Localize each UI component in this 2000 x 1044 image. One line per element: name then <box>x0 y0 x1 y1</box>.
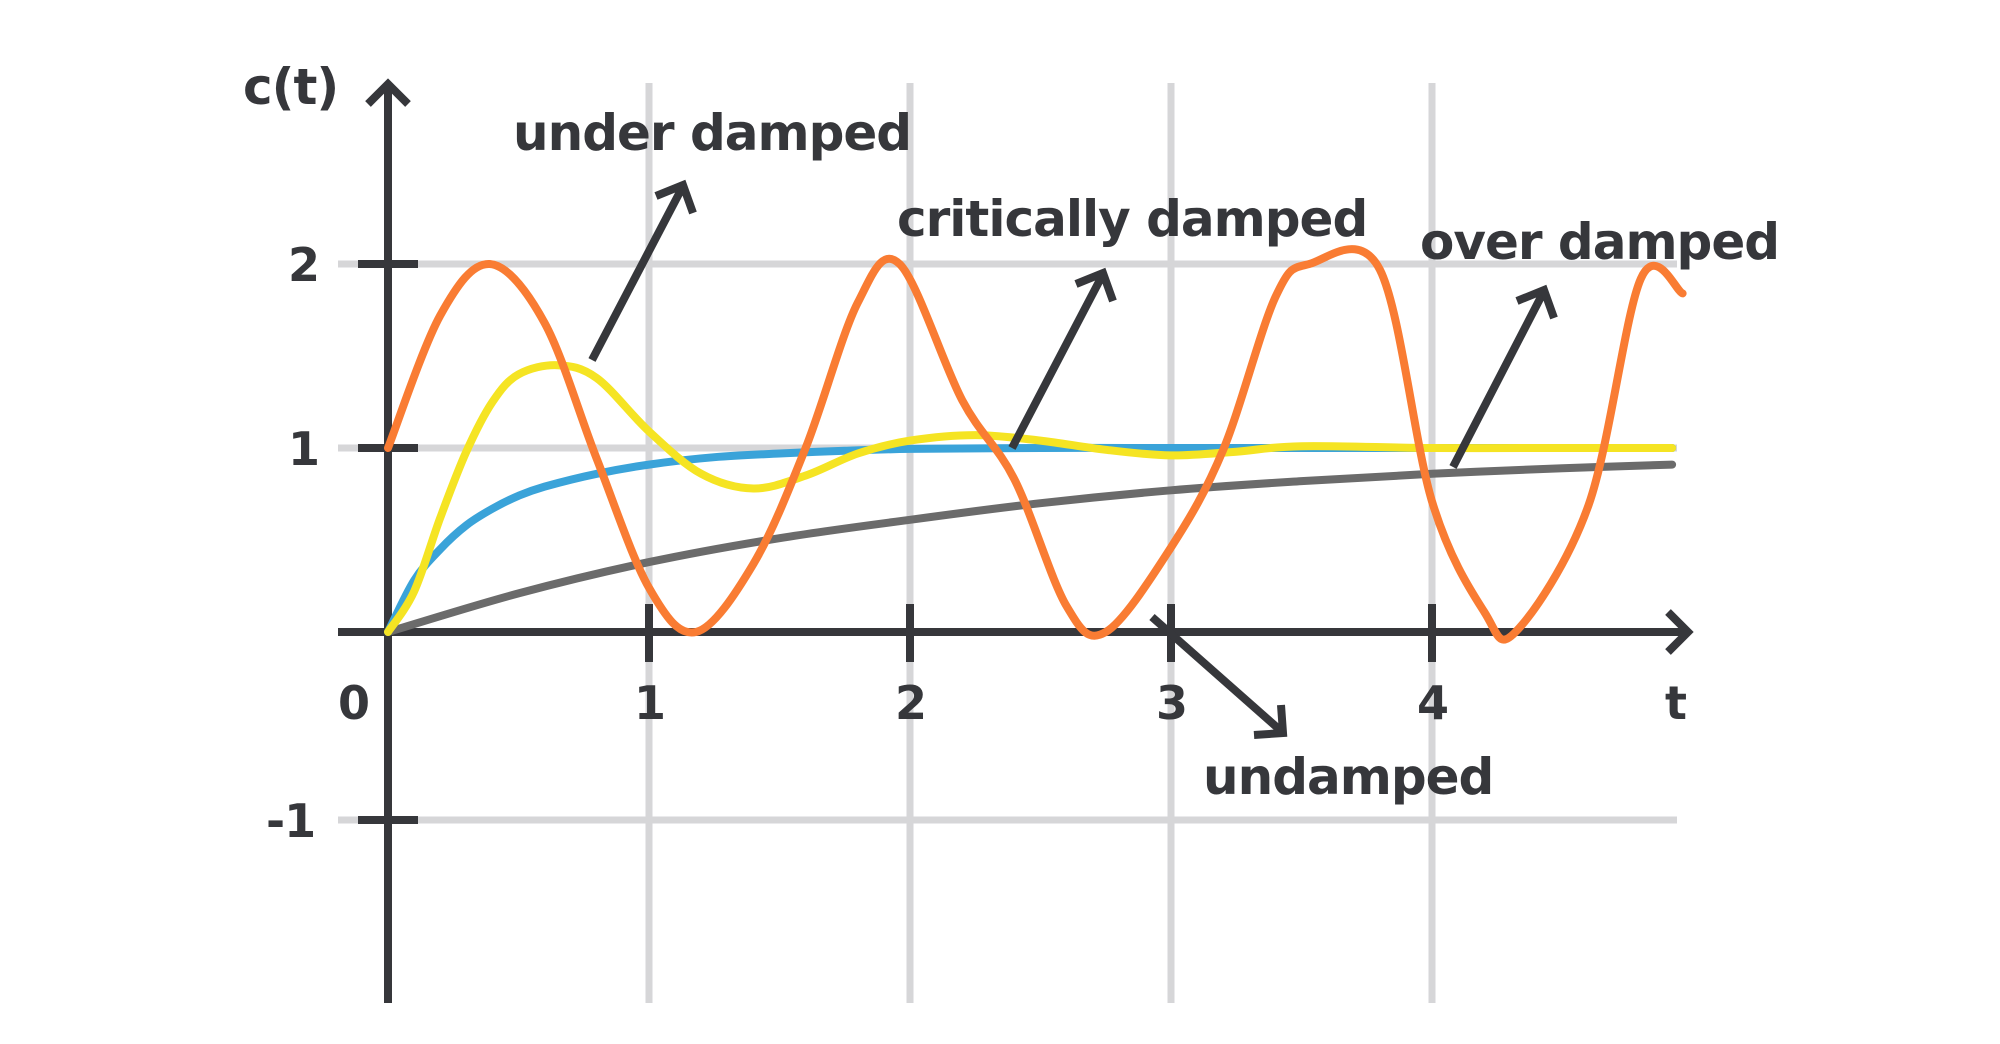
x-axis-arrowhead-icon <box>1665 609 1694 655</box>
annotation-undamped: undamped <box>1203 748 1494 806</box>
over-damped-curve <box>384 460 1677 636</box>
annotation-under-damped: under damped <box>513 104 912 162</box>
undamped-arrowhead-icon <box>1253 704 1288 739</box>
over-damped-arrow-line <box>1449 291 1547 469</box>
x-tick-label-4: 4 <box>1417 676 1449 730</box>
undamped-arrow-line <box>1149 614 1283 733</box>
under-damped-arrowhead-icon <box>654 179 697 215</box>
x-tick-label-1: 1 <box>634 676 666 730</box>
y-tick-label-2: 2 <box>288 238 320 292</box>
y-axis-arrowhead-icon <box>365 78 411 107</box>
annotation-arrows <box>588 179 1558 739</box>
critically-damped-arrow-line <box>1008 274 1106 450</box>
under-damped-curve <box>384 361 1677 636</box>
x-tick-label-3: 3 <box>1156 676 1188 730</box>
undamped-curve <box>384 245 1687 644</box>
critically-damped-arrowhead-icon <box>1074 267 1117 303</box>
over-damped-arrowhead-icon <box>1515 284 1558 320</box>
annotation-critically-damped: critically damped <box>897 190 1368 248</box>
annotation-over-damped: over damped <box>1420 213 1780 271</box>
y-axis-label: c(t) <box>243 58 339 116</box>
y-tick-label-neg1: -1 <box>266 794 316 848</box>
origin-label: 0 <box>338 676 370 730</box>
x-tick-label-2: 2 <box>895 676 927 730</box>
x-axis-label: t <box>1665 676 1687 730</box>
y-tick-label-1: 1 <box>288 422 320 476</box>
curves <box>384 245 1687 644</box>
under-damped-arrow-line <box>588 186 686 362</box>
